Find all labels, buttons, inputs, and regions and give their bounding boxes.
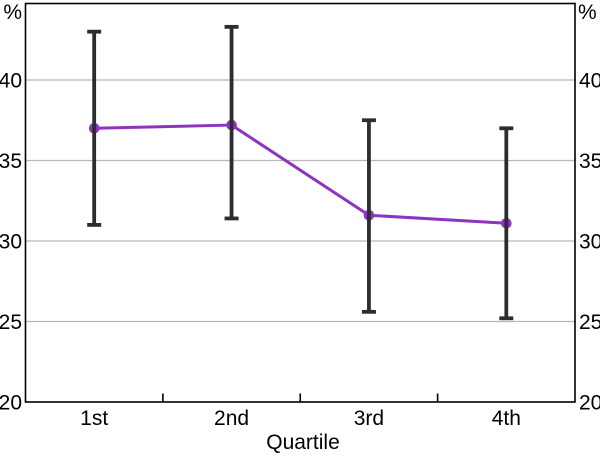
x-axis-title: Quartile xyxy=(266,431,340,454)
y-tick-label-left: 35 xyxy=(0,150,22,173)
x-tick-label: 2nd xyxy=(214,407,249,430)
y-tick-label-right: 35 xyxy=(579,150,600,173)
y-tick-label-left: 25 xyxy=(0,311,22,334)
y-tick-label-left: 20 xyxy=(0,391,22,414)
y-tick-label-left: 30 xyxy=(0,230,22,253)
x-tick-label: 1st xyxy=(80,407,108,430)
y-tick-label-right: 25 xyxy=(579,311,600,334)
y-tick-label-right: 20 xyxy=(579,391,600,414)
y-axis-unit-left: % xyxy=(3,1,22,24)
y-tick-label-right: 40 xyxy=(579,69,600,92)
x-tick-label: 3rd xyxy=(354,407,384,430)
plot-area: 20 20 25 25 30 30 35 35 40 40 1st 2nd 3rd 4th xyxy=(0,2,600,430)
data-line xyxy=(94,123,507,225)
plot-frame xyxy=(24,2,576,403)
x-tick-label: 4th xyxy=(492,407,521,430)
y-axis-unit-right: % xyxy=(578,1,597,24)
y-tick-label-left: 40 xyxy=(0,69,22,92)
y-tick-label-right: 30 xyxy=(579,230,600,253)
